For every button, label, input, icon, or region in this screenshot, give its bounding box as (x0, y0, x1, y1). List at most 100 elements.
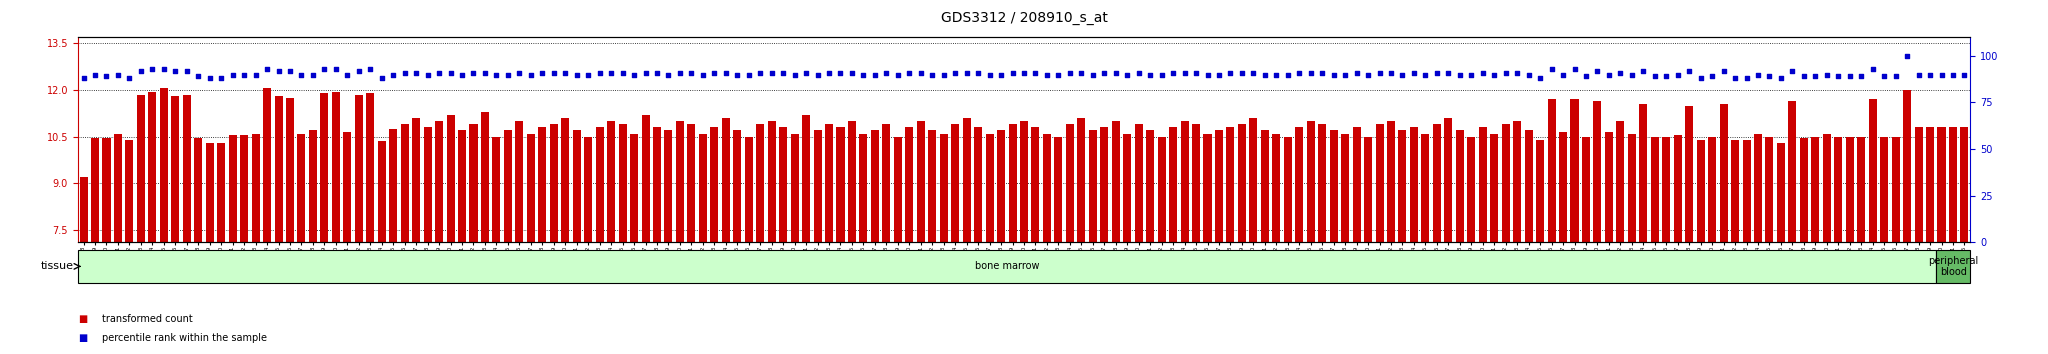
Point (756, 70, 788, 75)
Bar (160, 88, 168, 242)
Bar (125, 140, 133, 242)
Point (561, 72, 594, 77)
Bar (1237, 124, 1245, 242)
Point (434, 70, 467, 75)
Point (1880, 74, 1913, 79)
Bar (1180, 121, 1188, 242)
Point (1294, 70, 1327, 75)
Bar (1686, 105, 1694, 242)
Point (365, 75, 397, 81)
Bar (1581, 137, 1589, 242)
Point (1868, 74, 1901, 79)
Point (1237, 70, 1270, 75)
Point (307, 66, 340, 72)
Point (1030, 72, 1063, 77)
Bar (1204, 133, 1212, 242)
Bar (1364, 137, 1372, 242)
Point (1479, 72, 1511, 77)
Bar (401, 124, 410, 242)
Point (973, 72, 1006, 77)
Point (1466, 70, 1499, 75)
Point (78, 72, 111, 77)
Point (1638, 74, 1671, 79)
Bar (526, 133, 535, 242)
Bar (1100, 127, 1108, 242)
Point (125, 68, 158, 74)
Bar (1249, 118, 1257, 242)
Point (1810, 72, 1843, 77)
Bar (287, 98, 295, 242)
Point (651, 72, 684, 77)
Point (1683, 75, 1716, 81)
Point (641, 70, 674, 75)
Point (1937, 72, 1970, 77)
Point (205, 75, 238, 81)
Bar (102, 138, 111, 242)
Point (1524, 75, 1556, 81)
Bar (561, 118, 569, 242)
Bar (573, 131, 582, 242)
Point (285, 72, 317, 77)
Bar (297, 133, 305, 242)
Point (698, 70, 731, 75)
Point (1925, 72, 1958, 77)
Point (995, 70, 1028, 75)
Bar (1868, 99, 1876, 242)
Bar (1651, 137, 1659, 242)
Bar (1935, 250, 1970, 283)
Point (319, 66, 352, 72)
Point (709, 70, 741, 75)
Bar (1937, 127, 1946, 242)
Point (1833, 74, 1866, 79)
Bar (1823, 133, 1831, 242)
Bar (1720, 104, 1729, 242)
Bar (664, 131, 672, 242)
Bar (1673, 135, 1681, 242)
Bar (905, 127, 913, 242)
Point (1386, 72, 1419, 77)
Bar (1077, 118, 1085, 242)
Point (1053, 70, 1085, 75)
Bar (319, 93, 328, 242)
Bar (1055, 137, 1063, 242)
Bar (975, 127, 983, 242)
Point (664, 70, 696, 75)
Point (1673, 68, 1706, 74)
Bar (469, 124, 477, 242)
Point (1788, 74, 1821, 79)
Text: ■: ■ (78, 314, 88, 324)
Bar (631, 133, 639, 242)
Bar (1628, 133, 1636, 242)
Point (1397, 70, 1430, 75)
Bar (332, 92, 340, 242)
Point (469, 70, 502, 75)
Bar (1880, 137, 1888, 242)
Bar (1753, 133, 1761, 242)
Bar (389, 129, 397, 242)
Bar (825, 124, 834, 242)
Point (1753, 74, 1786, 79)
Point (217, 72, 250, 77)
Bar (424, 127, 432, 242)
Bar (1845, 137, 1853, 242)
Point (686, 72, 719, 77)
Point (147, 66, 180, 72)
Point (963, 70, 995, 75)
Point (297, 72, 330, 77)
Point (1020, 70, 1053, 75)
Bar (596, 127, 604, 242)
Point (1731, 75, 1763, 81)
Bar (1696, 140, 1704, 242)
Point (1329, 72, 1362, 77)
Bar (1501, 124, 1509, 242)
Bar (1157, 137, 1165, 242)
Bar (1548, 99, 1556, 242)
Point (1192, 72, 1225, 77)
Point (571, 72, 604, 77)
Bar (217, 143, 225, 242)
Point (836, 70, 868, 75)
Point (870, 70, 903, 75)
Point (1042, 72, 1075, 77)
Bar (1810, 137, 1819, 242)
Bar (1329, 131, 1337, 242)
